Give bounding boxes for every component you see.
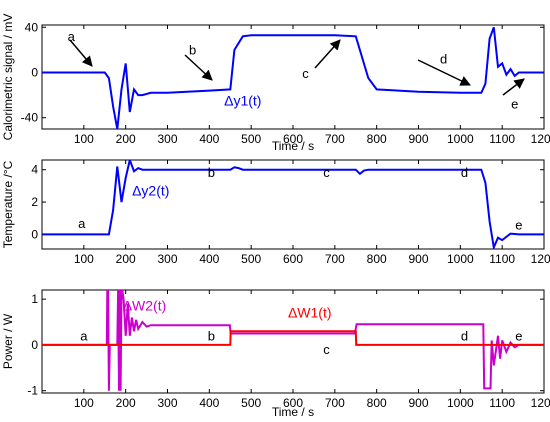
x-tick-label: 700 bbox=[325, 132, 345, 146]
x-tick-label: 600 bbox=[283, 396, 303, 410]
x-tick-label: 1100 bbox=[489, 252, 515, 266]
point-annotation: b bbox=[189, 42, 196, 57]
point-annotation: c bbox=[323, 165, 330, 180]
series-label: Δy1(t) bbox=[224, 92, 261, 108]
y-tick-label: 1 bbox=[31, 292, 38, 306]
point-annotation: d bbox=[461, 328, 468, 343]
y-tick-label: 40 bbox=[25, 20, 39, 34]
x-tick-label: 300 bbox=[157, 132, 177, 146]
point-annotation: b bbox=[208, 165, 215, 180]
x-tick-label: 1000 bbox=[447, 132, 474, 146]
x-tick-label: 1100 bbox=[489, 396, 515, 410]
y-axis-label: Power / W bbox=[1, 313, 15, 369]
series-label: ΔW2(t) bbox=[123, 298, 167, 314]
y-tick-label: 0 bbox=[31, 65, 38, 79]
y-tick-label: -40 bbox=[21, 111, 39, 125]
y-tick-label: 0 bbox=[31, 227, 38, 241]
point-annotation: e bbox=[515, 328, 522, 343]
x-tick-label: 300 bbox=[157, 396, 177, 410]
x-tick-label: 500 bbox=[241, 396, 261, 410]
x-tick-label: 200 bbox=[116, 396, 136, 410]
point-annotation: d bbox=[461, 165, 468, 180]
x-tick-label: 1100 bbox=[489, 132, 515, 146]
y-tick-label: 2 bbox=[31, 195, 38, 209]
point-annotation: c bbox=[302, 66, 309, 81]
x-axis-label: Time / s bbox=[272, 139, 314, 153]
series-line-1 bbox=[42, 290, 544, 391]
point-annotation: e bbox=[511, 97, 518, 112]
x-tick-label: 600 bbox=[283, 252, 303, 266]
x-tick-label: 800 bbox=[367, 396, 387, 410]
x-tick-label: 700 bbox=[325, 396, 345, 410]
point-annotation: e bbox=[515, 218, 522, 233]
point-annotation: d bbox=[440, 51, 447, 66]
x-tick-label: 1000 bbox=[447, 396, 474, 410]
x-tick-label: 400 bbox=[199, 396, 219, 410]
x-tick-label: 800 bbox=[367, 132, 387, 146]
panel-1: 100200300400500600700800900100011001200-… bbox=[1, 14, 550, 153]
y-tick-label: -1 bbox=[27, 384, 38, 398]
annotation-arrow-5 bbox=[502, 78, 525, 96]
annotation-arrow-4 bbox=[417, 59, 471, 86]
annotation-arrow-3 bbox=[314, 39, 341, 69]
series-line-2 bbox=[42, 330, 544, 346]
point-annotation: a bbox=[78, 216, 86, 231]
x-tick-label: 800 bbox=[367, 252, 387, 266]
y-axis-label: Temperature /°C bbox=[1, 160, 15, 248]
x-tick-label: 100 bbox=[74, 396, 94, 410]
x-tick-label: 900 bbox=[408, 396, 428, 410]
annotation-arrow-1 bbox=[69, 39, 93, 67]
series-line-1 bbox=[42, 26, 544, 129]
x-tick-label: 300 bbox=[157, 252, 177, 266]
x-tick-label: 200 bbox=[116, 132, 136, 146]
x-tick-label: 600 bbox=[283, 132, 303, 146]
x-tick-label: 700 bbox=[325, 252, 345, 266]
series-label: Δy2(t) bbox=[132, 183, 169, 199]
axes-frame bbox=[41, 24, 545, 130]
series-line-1 bbox=[42, 160, 544, 249]
point-annotation: a bbox=[68, 29, 76, 44]
annotation-arrow-2 bbox=[184, 54, 213, 81]
x-tick-label: 100 bbox=[74, 252, 94, 266]
x-tick-label: 500 bbox=[241, 252, 261, 266]
point-annotation: c bbox=[323, 342, 330, 357]
x-tick-label: 200 bbox=[116, 252, 136, 266]
x-tick-label: 900 bbox=[408, 132, 428, 146]
y-tick-label: 4 bbox=[31, 163, 38, 177]
x-tick-label: 900 bbox=[408, 252, 428, 266]
point-annotation: a bbox=[80, 328, 88, 343]
series-label: ΔW1(t) bbox=[288, 304, 332, 320]
x-tick-label: 400 bbox=[199, 132, 219, 146]
y-axis-label: Calorimetric signal / mV bbox=[1, 14, 15, 141]
x-tick-label: 1000 bbox=[447, 252, 474, 266]
x-tick-label: 100 bbox=[74, 132, 94, 146]
point-annotation: b bbox=[208, 328, 215, 343]
x-axis-label: Time / s bbox=[272, 405, 314, 419]
x-tick-label: 400 bbox=[199, 252, 219, 266]
x-tick-label: 500 bbox=[241, 132, 261, 146]
y-tick-label: 0 bbox=[31, 338, 38, 352]
